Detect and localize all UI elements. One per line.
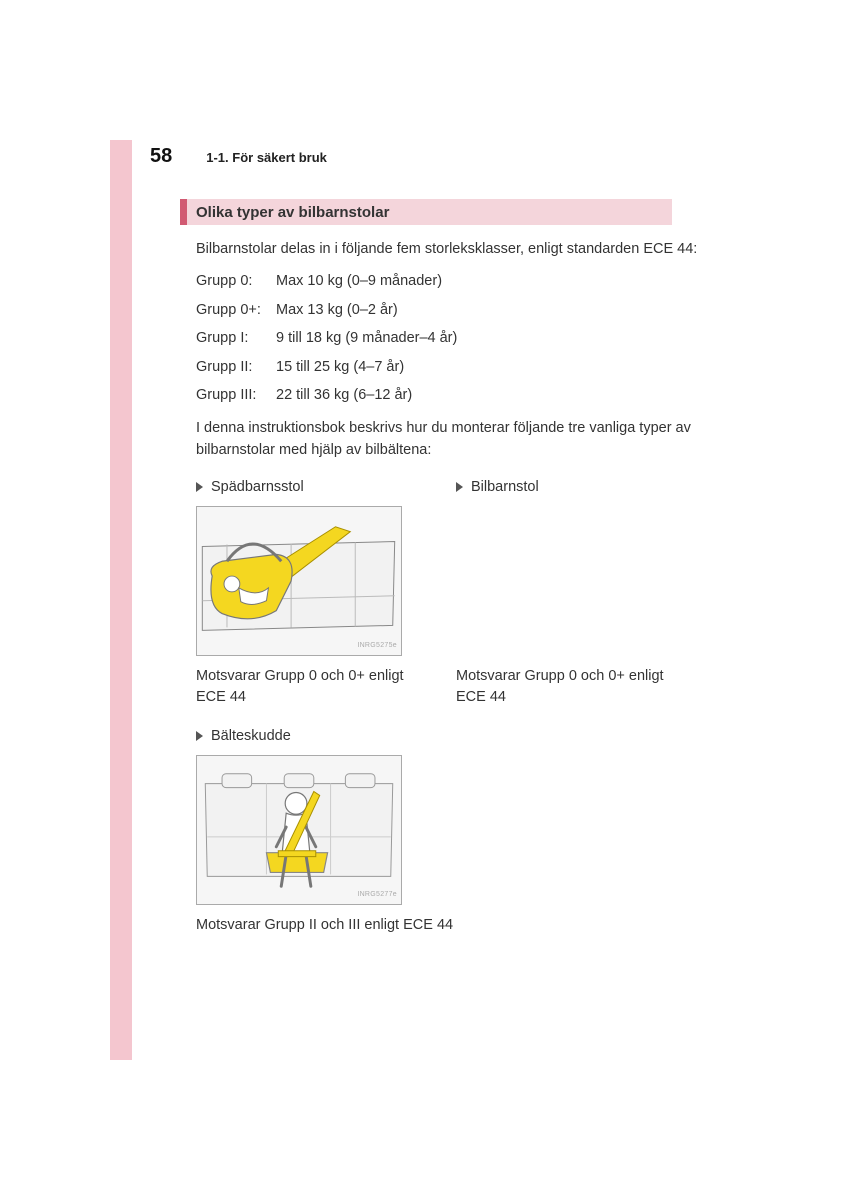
group-row: Grupp III: 22 till 36 kg (6–12 år) xyxy=(196,384,736,406)
group-label: Grupp I: xyxy=(196,327,276,349)
margin-accent-bar xyxy=(110,140,132,1060)
triangle-bullet-icon xyxy=(196,482,203,492)
page-number: 58 xyxy=(150,145,172,168)
group-row: Grupp 0: Max 10 kg (0–9 månader) xyxy=(196,270,736,292)
seat-caption: Motsvarar Grupp 0 och 0+ enligt ECE 44 xyxy=(456,666,696,707)
group-value: Max 13 kg (0–2 år) xyxy=(276,299,736,321)
installation-intro: I denna instruktionsbok beskrivs hur du … xyxy=(196,417,736,462)
seat-block-child: Bilbarnstol Motsvarar Grupp 0 och 0+ enl… xyxy=(456,476,696,707)
group-label: Grupp 0: xyxy=(196,270,276,292)
group-label: Grupp II: xyxy=(196,356,276,378)
content-area: Bilbarnstolar delas in i följande fem st… xyxy=(196,238,736,936)
triangle-bullet-icon xyxy=(196,731,203,741)
illustration-id: INRG5277e xyxy=(357,890,397,901)
illustration-id: INRG5275e xyxy=(357,641,397,652)
seat-title: Spädbarnsstol xyxy=(211,476,304,498)
group-label: Grupp III: xyxy=(196,384,276,406)
seat-title-row: Bälteskudde xyxy=(196,725,736,747)
seat-title-row: Bilbarnstol xyxy=(456,476,696,498)
seat-title: Bälteskudde xyxy=(211,725,291,747)
seat-title: Bilbarnstol xyxy=(471,476,539,498)
seat-block-infant: Spädbarnsstol xyxy=(196,476,436,707)
infant-seat-illustration: INRG5275e xyxy=(196,506,402,656)
page-header: 58 1-1. För säkert bruk xyxy=(150,145,327,168)
section-reference: 1-1. För säkert bruk xyxy=(206,150,327,165)
intro-text: Bilbarnstolar delas in i följande fem st… xyxy=(196,238,736,260)
seat-title-row: Spädbarnsstol xyxy=(196,476,436,498)
child-seat-placeholder xyxy=(456,506,696,656)
group-label: Grupp 0+: xyxy=(196,299,276,321)
subheading-text: Olika typer av bilbarnstolar xyxy=(196,204,389,221)
group-value: 15 till 25 kg (4–7 år) xyxy=(276,356,736,378)
seat-caption: Motsvarar Grupp II och III enligt ECE 44 xyxy=(196,915,736,935)
group-row: Grupp II: 15 till 25 kg (4–7 år) xyxy=(196,356,736,378)
seat-block-booster: Bälteskudde xyxy=(196,725,736,936)
manual-page: 58 1-1. För säkert bruk Olika typer av b… xyxy=(0,0,848,1200)
group-row: Grupp 0+: Max 13 kg (0–2 år) xyxy=(196,299,736,321)
triangle-bullet-icon xyxy=(456,482,463,492)
seat-caption: Motsvarar Grupp 0 och 0+ enligt ECE 44 xyxy=(196,666,436,707)
group-value: Max 10 kg (0–9 månader) xyxy=(276,270,736,292)
booster-seat-illustration: INRG5277e xyxy=(196,755,402,905)
group-value: 9 till 18 kg (9 månader–4 år) xyxy=(276,327,736,349)
seat-columns: Spädbarnsstol xyxy=(196,476,736,707)
group-row: Grupp I: 9 till 18 kg (9 månader–4 år) xyxy=(196,327,736,349)
group-value: 22 till 36 kg (6–12 år) xyxy=(276,384,736,406)
subheading-bar: Olika typer av bilbarnstolar xyxy=(180,199,672,225)
subheading-accent xyxy=(180,199,187,225)
